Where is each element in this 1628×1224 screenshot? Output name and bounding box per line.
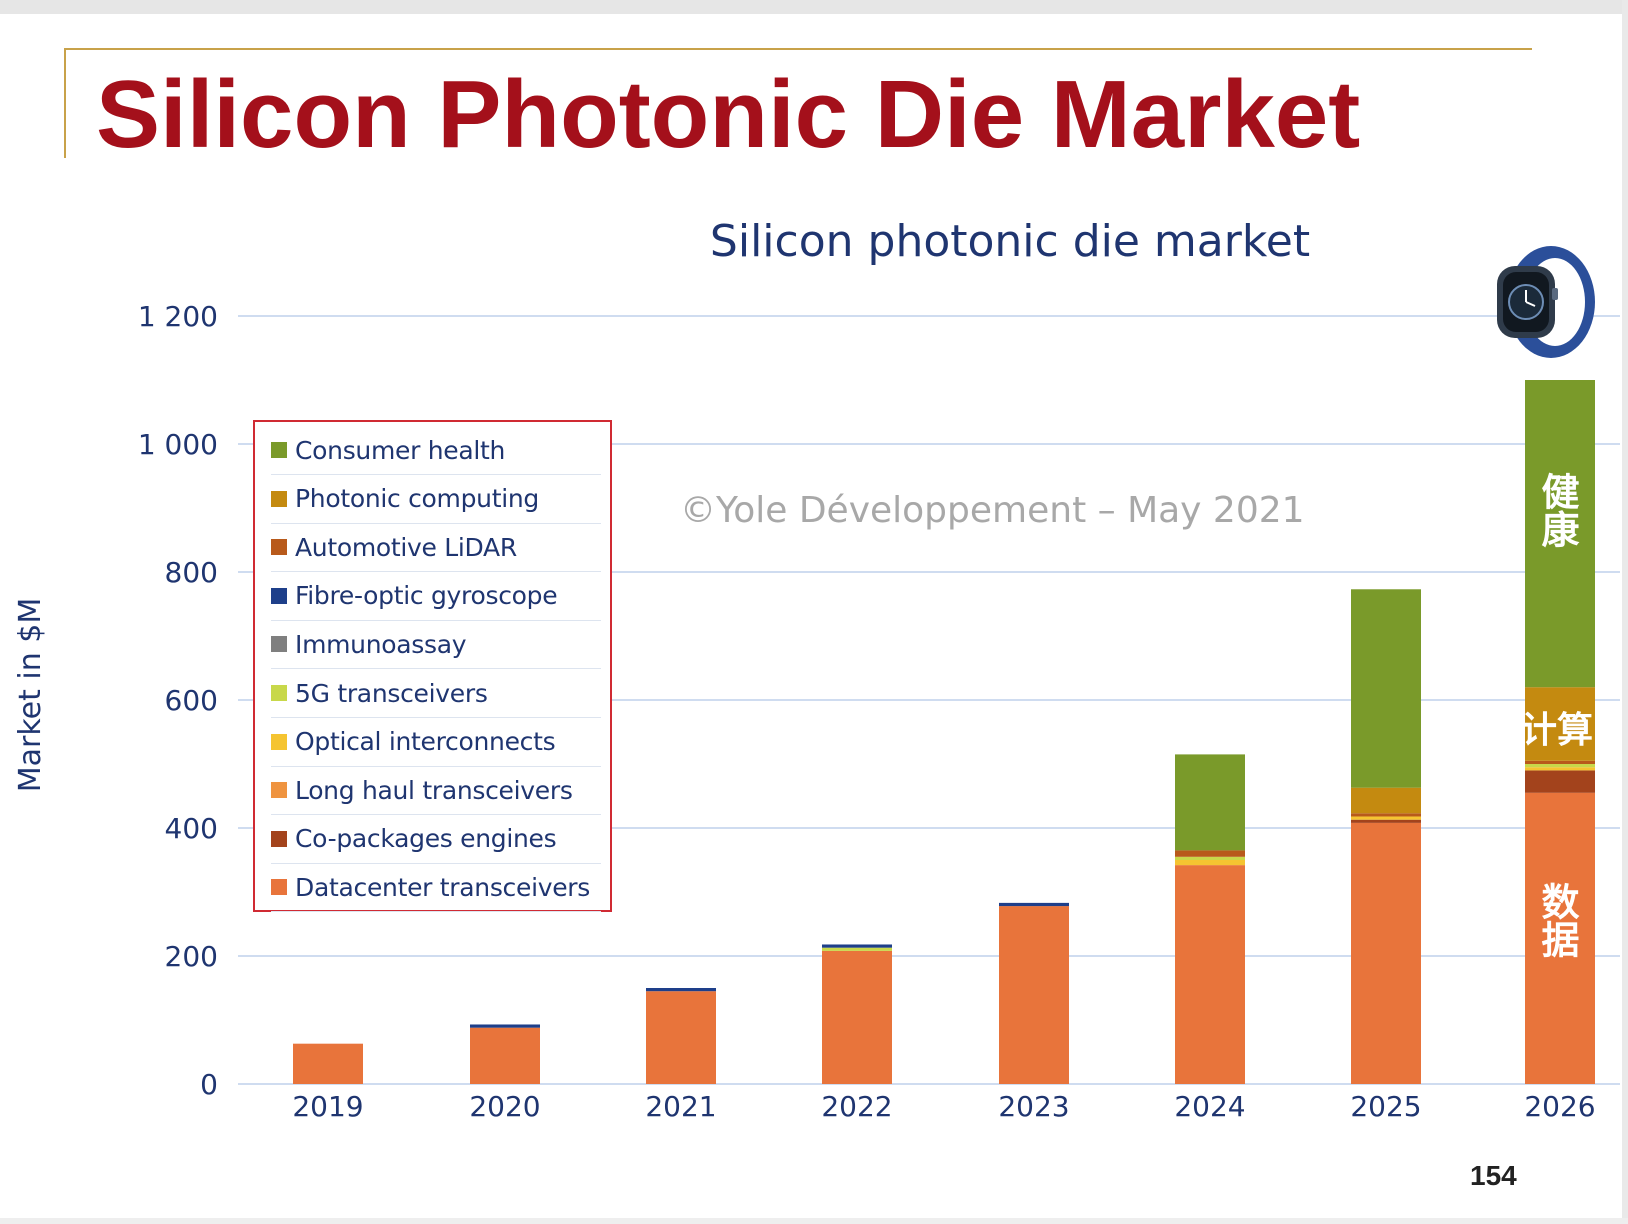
legend-label: Consumer health xyxy=(295,435,506,465)
legend-item: Optical interconnects xyxy=(271,718,601,767)
title-frame-left xyxy=(64,48,66,158)
bar-segment xyxy=(999,902,1069,907)
bar-segment xyxy=(1525,767,1595,771)
chinese-annotations: 健康 计算 数据 xyxy=(1521,472,1593,958)
legend-item: Fibre-optic gyroscope xyxy=(271,572,601,621)
y-tick-label: 800 xyxy=(165,556,218,589)
bar-segment xyxy=(470,1027,540,1084)
bar-segment xyxy=(1525,380,1595,688)
bar-segment xyxy=(1351,816,1421,820)
bar-segment xyxy=(1175,865,1245,1084)
bar-segment xyxy=(1175,754,1245,851)
bar-segment xyxy=(1351,589,1421,788)
y-tick-labels: 0 200 400 600 800 1 000 1 200 xyxy=(138,300,218,1101)
window-right-strip xyxy=(1622,0,1628,1224)
legend-item: 5G transceivers xyxy=(271,669,601,718)
bar-segment xyxy=(1351,822,1421,1084)
chart-legend: Consumer health Photonic computing Automot… xyxy=(253,420,612,913)
y-tick-label: 200 xyxy=(165,940,218,973)
legend-item: Consumer health xyxy=(271,426,601,475)
legend-swatch xyxy=(271,830,287,847)
watermark: ©Yole Développement – May 2021 xyxy=(680,490,1305,531)
bar-segment xyxy=(1175,860,1245,866)
bar-segment xyxy=(1351,819,1421,823)
window-top-strip xyxy=(0,0,1628,14)
smartwatch-icon xyxy=(1497,246,1595,358)
bar-segment xyxy=(470,1024,540,1028)
x-tick-label: 2021 xyxy=(645,1090,716,1123)
legend-swatch xyxy=(271,685,287,701)
bars xyxy=(293,380,1595,1084)
window-bottom-strip xyxy=(0,1218,1628,1224)
legend-label: Long haul transceivers xyxy=(295,775,573,805)
legend-label: Datacenter transceivers xyxy=(295,872,590,902)
annotation-computing: 计算 xyxy=(1521,710,1593,751)
legend-label: 5G transceivers xyxy=(295,678,488,708)
legend-item: Automotive LiDAR xyxy=(271,523,601,573)
legend-label: Optical interconnects xyxy=(295,727,556,757)
bar-segment xyxy=(999,906,1069,1084)
legend-swatch xyxy=(271,587,287,604)
legend-item: Co-packages engines xyxy=(271,815,601,864)
legend-item: Long haul transceivers xyxy=(271,766,601,816)
bar-segment xyxy=(822,944,892,948)
legend-swatch xyxy=(271,782,287,799)
bar-segment xyxy=(1351,813,1421,817)
bar-segment xyxy=(1175,850,1245,857)
title-frame-top xyxy=(64,48,1532,50)
x-tick-labels: 2019 2020 2021 2022 2023 2024 2025 2026 xyxy=(292,1090,1595,1123)
x-tick-label: 2022 xyxy=(821,1090,892,1123)
x-tick-label: 2026 xyxy=(1524,1090,1595,1123)
annotation-consumer-health: 健康 xyxy=(1535,472,1579,548)
x-tick-label: 2024 xyxy=(1174,1090,1245,1123)
legend-item: Datacenter transceivers xyxy=(271,863,601,913)
legend-swatch xyxy=(271,733,287,750)
bar-segment xyxy=(1525,792,1595,1084)
legend-item: Immunoassay xyxy=(271,620,601,670)
page-number: 154 xyxy=(1470,1160,1517,1191)
y-tick-label: 1 200 xyxy=(138,300,218,333)
legend-label: Automotive LiDAR xyxy=(295,532,517,562)
annotation-datacenter: 数据 xyxy=(1535,882,1579,958)
legend-label: Immunoassay xyxy=(295,629,467,659)
bar-segment xyxy=(293,1043,363,1084)
chart-title: Silicon photonic die market xyxy=(710,216,1310,267)
bar-segment xyxy=(646,988,716,992)
x-tick-label: 2023 xyxy=(998,1090,1069,1123)
bar-segment xyxy=(1525,687,1595,761)
y-tick-label: 400 xyxy=(165,812,218,845)
bar-segment xyxy=(822,950,892,1084)
bar-segment xyxy=(1525,770,1595,793)
bar-segment xyxy=(646,991,716,1084)
legend-label: Co-packages engines xyxy=(295,824,557,854)
legend-label: Fibre-optic gyroscope xyxy=(295,581,558,611)
legend-swatch xyxy=(271,490,287,507)
bar-segment xyxy=(1525,764,1595,768)
y-tick-label: 600 xyxy=(165,684,218,717)
y-axis-label: Market in $M xyxy=(13,598,48,793)
legend-item: Photonic computing xyxy=(271,475,601,524)
bar-segment xyxy=(1175,856,1245,860)
x-tick-label: 2025 xyxy=(1350,1090,1421,1123)
legend-swatch xyxy=(271,539,287,556)
legend-swatch xyxy=(271,636,287,653)
y-tick-label: 0 xyxy=(200,1068,218,1101)
x-tick-label: 2020 xyxy=(469,1090,540,1123)
bar-segment xyxy=(1525,760,1595,764)
slide-title: Silicon Photonic Die Market xyxy=(96,61,1361,168)
bar-segment xyxy=(822,947,892,951)
legend-label: Photonic computing xyxy=(295,484,539,514)
x-tick-label: 2019 xyxy=(292,1090,363,1123)
y-tick-label: 1 000 xyxy=(138,428,218,461)
legend-swatch xyxy=(271,442,287,458)
bar-segment xyxy=(1351,787,1421,814)
legend-swatch xyxy=(271,879,287,896)
